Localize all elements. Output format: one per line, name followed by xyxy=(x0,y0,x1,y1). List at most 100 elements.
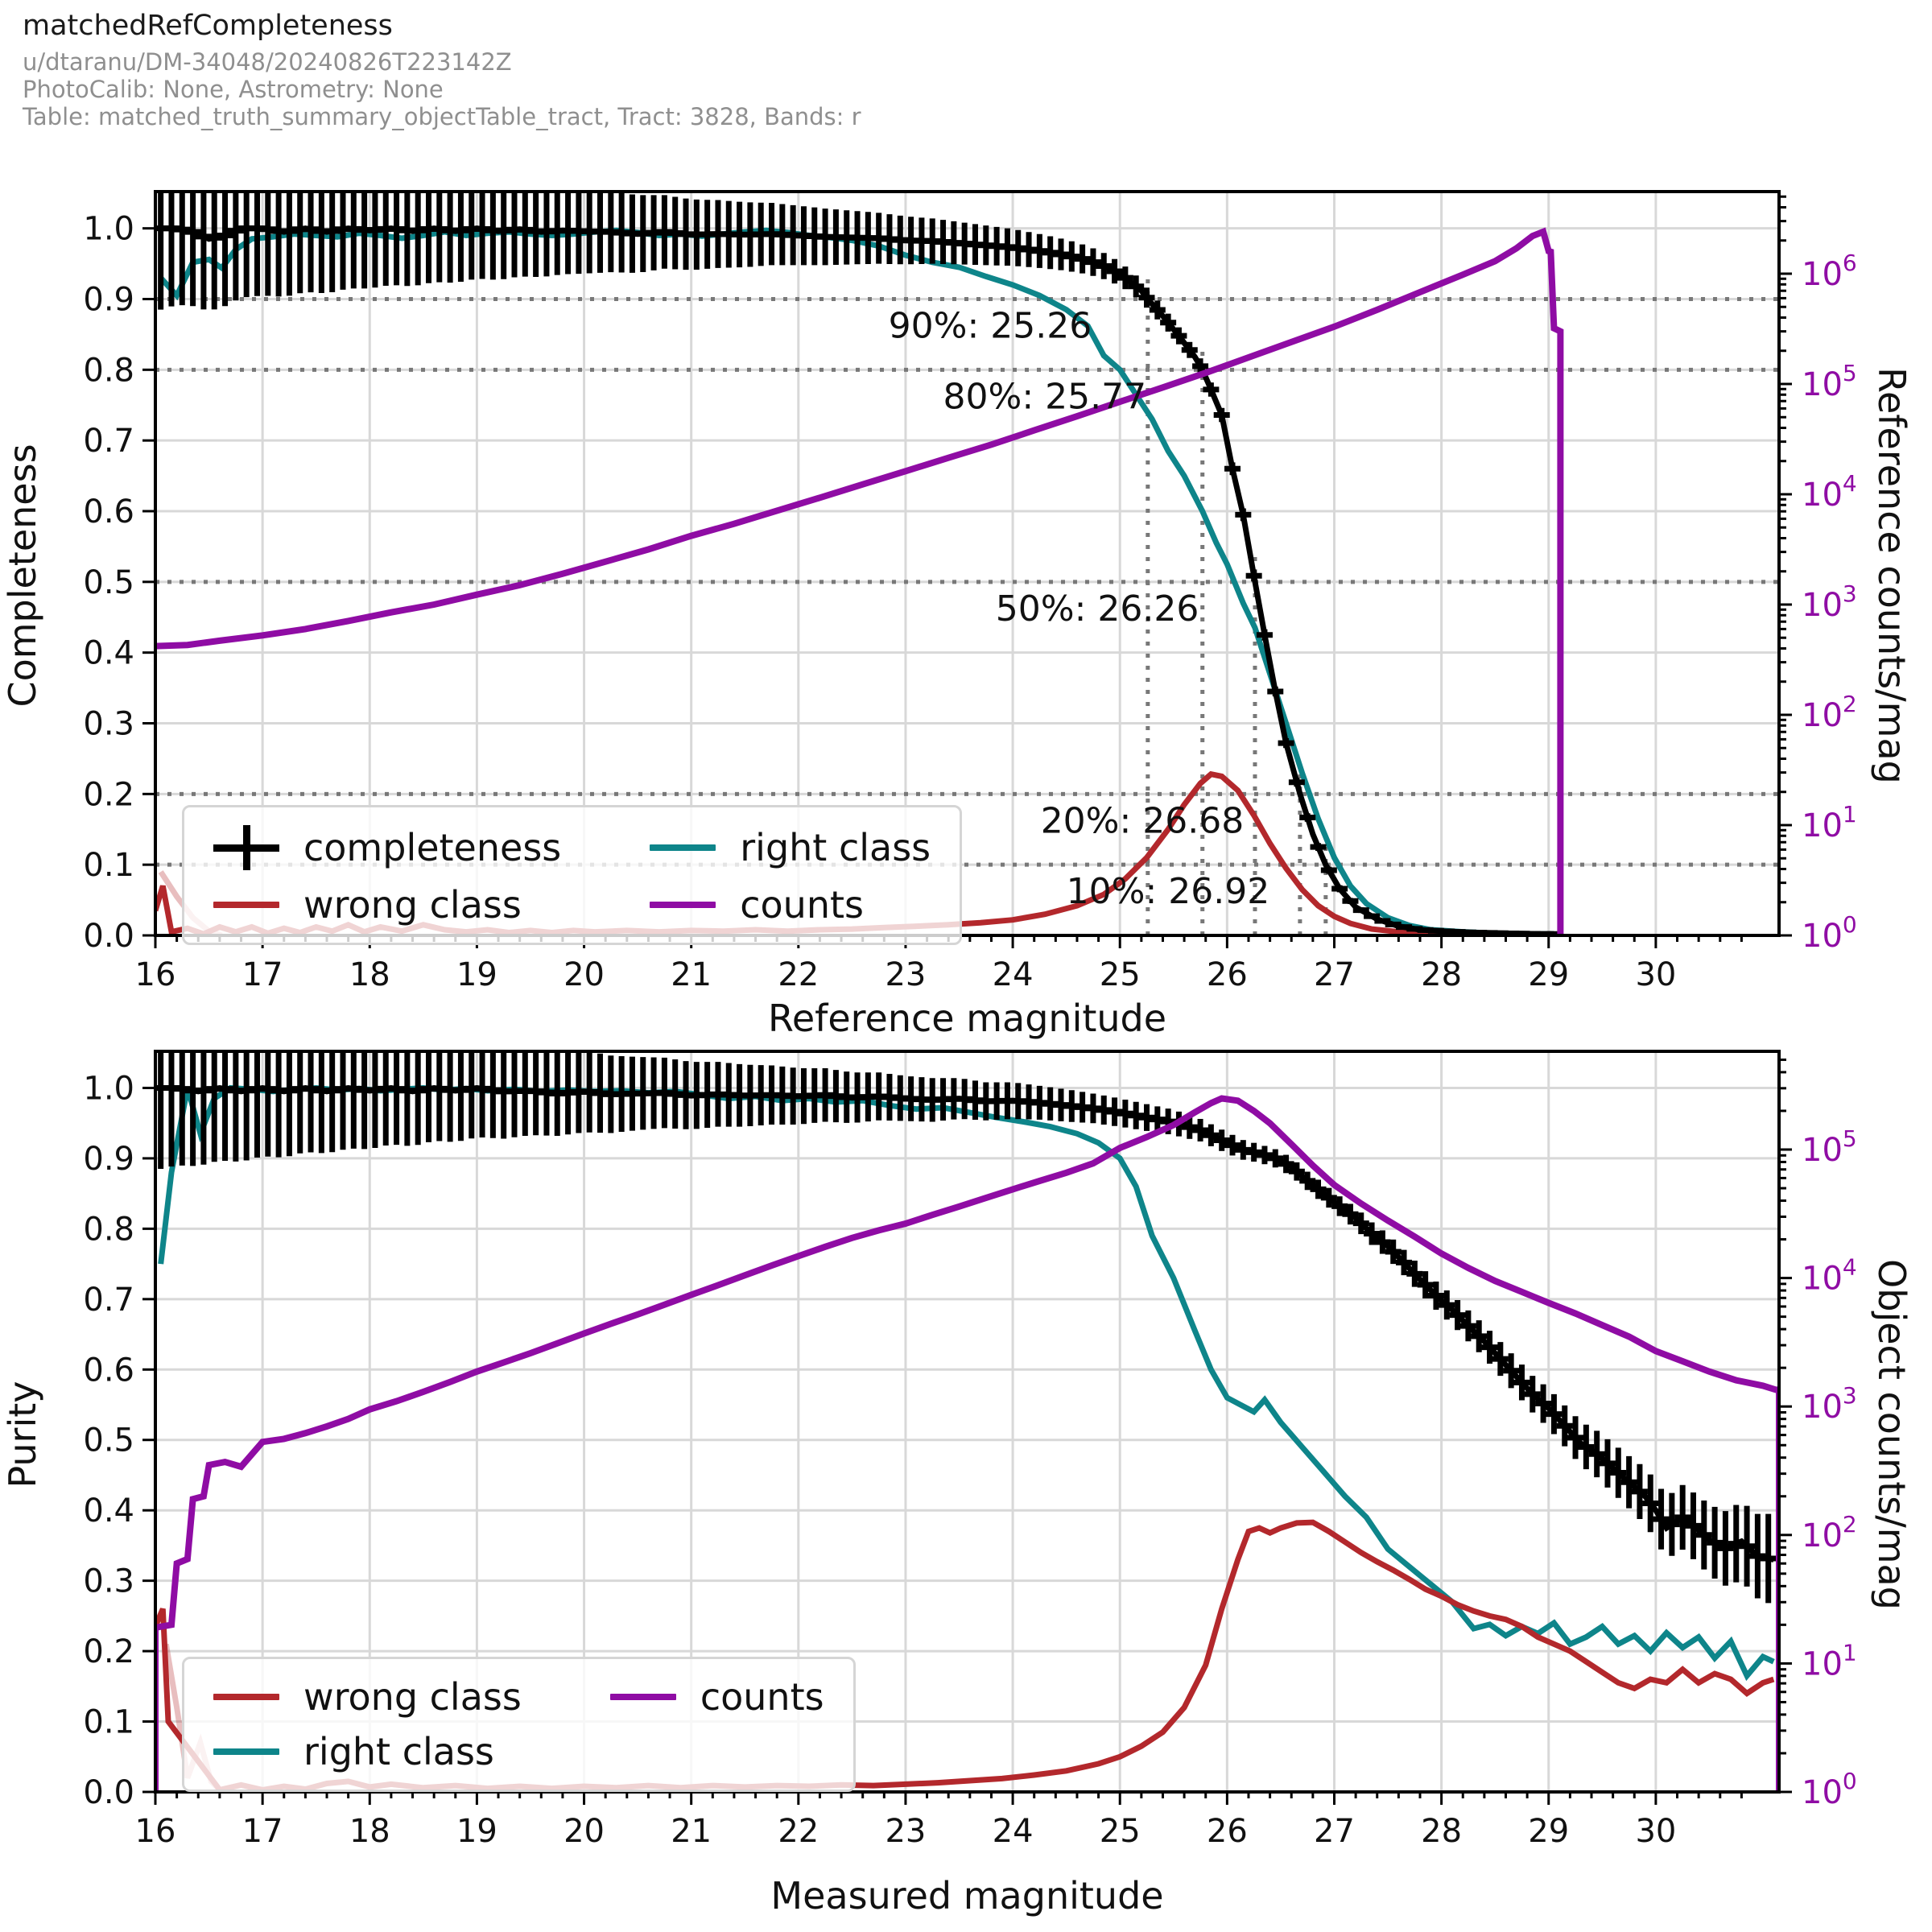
legend-item-right-class: right class xyxy=(213,1730,522,1773)
series-completeness-line xyxy=(160,225,1554,935)
x-tick-label: 18 xyxy=(349,956,390,993)
x-tick-label: 19 xyxy=(456,1813,497,1850)
series-counts xyxy=(155,1095,1779,1792)
legend-label: counts xyxy=(740,883,864,927)
y-tick-label: 0.7 xyxy=(83,423,134,460)
x-tick-label: 27 xyxy=(1314,956,1355,993)
series-group xyxy=(155,1051,1779,1792)
legend-label: wrong class xyxy=(303,883,522,927)
y-tick-label: 0.5 xyxy=(83,564,134,601)
right-tick-label: 104 xyxy=(1802,470,1857,514)
right-tick-label: 105 xyxy=(1802,1125,1857,1169)
y-tick-label: 0.8 xyxy=(83,1211,134,1248)
y-tick-label: 0.6 xyxy=(83,1352,134,1389)
x-tick-label: 29 xyxy=(1528,956,1569,993)
right-axis-label-reference-counts: Reference counts/mag xyxy=(1870,367,1913,784)
axis-ticks xyxy=(142,1058,1792,1805)
y-tick-label: 1.0 xyxy=(83,211,134,248)
y-tick-label: 0.6 xyxy=(83,493,134,530)
x-axis-label-measured-magnitude: Measured magnitude xyxy=(770,1874,1164,1918)
x-tick-label: 27 xyxy=(1314,1813,1355,1850)
series-counts xyxy=(155,227,1564,935)
plot-border xyxy=(154,1050,1781,1794)
x-tick-label: 25 xyxy=(1100,956,1141,993)
legend-item-wrong-class: wrong class xyxy=(213,1675,522,1719)
y-tick-label: 0.3 xyxy=(83,1563,134,1600)
x-tick-label: 23 xyxy=(885,956,926,993)
wrong-class-line-icon xyxy=(213,1694,279,1700)
y-tick-label: 0.3 xyxy=(83,706,134,743)
y-axis-label-purity: Purity xyxy=(1,1381,44,1488)
wrong-class-line-icon xyxy=(213,902,279,908)
y-tick-label: 0.1 xyxy=(83,847,134,884)
completeness-plot: 90%: 25.26 80%: 25.77 50%: 26.26 20%: 26.68… xyxy=(83,190,1857,993)
right-tick-label: 106 xyxy=(1802,250,1857,293)
legend-item-completeness: completeness xyxy=(213,824,561,872)
x-tick-label: 25 xyxy=(1100,1813,1141,1850)
right-tick-label: 104 xyxy=(1802,1254,1857,1298)
y-tick-label: 0.2 xyxy=(83,776,134,813)
calib-text: PhotoCalib: None, Astrometry: None xyxy=(23,76,444,103)
x-tick-label: 22 xyxy=(778,956,819,993)
completeness-legend: completeness right class wrong class cou… xyxy=(182,805,963,945)
legend-item-counts: counts xyxy=(650,883,931,927)
series-purity-line xyxy=(160,1084,1775,1563)
right-axis-label-object-counts: Object counts/mag xyxy=(1870,1259,1913,1610)
plot-border xyxy=(154,190,1781,937)
legend-item-wrong-class: wrong class xyxy=(213,883,561,927)
y-tick-label: 0.5 xyxy=(83,1422,134,1459)
right-tick-label: 101 xyxy=(1802,1639,1857,1682)
y-tick-label: 0.4 xyxy=(83,635,134,672)
y-tick-label: 0.9 xyxy=(83,1141,134,1178)
x-tick-label: 28 xyxy=(1421,1813,1462,1850)
right-tick-label: 100 xyxy=(1802,911,1857,955)
counts-line-icon xyxy=(609,1694,676,1700)
right-class-line-icon xyxy=(213,1748,279,1755)
right-tick-label: 101 xyxy=(1802,801,1857,844)
threshold-annotation: 50%: 26.26 xyxy=(996,588,1199,630)
legend-label: counts xyxy=(700,1675,824,1719)
right-tick-label: 103 xyxy=(1802,1382,1857,1426)
y-tick-label: 0.9 xyxy=(83,282,134,319)
y-tick-label: 0.1 xyxy=(83,1704,134,1741)
x-tick-label: 17 xyxy=(242,1813,283,1850)
right-tick-label: 103 xyxy=(1802,580,1857,624)
completeness-marker-icon xyxy=(213,824,279,872)
right-tick-label: 102 xyxy=(1802,691,1857,734)
legend-label: right class xyxy=(740,826,931,869)
x-tick-label: 19 xyxy=(456,956,497,993)
x-tick-label: 16 xyxy=(135,956,176,993)
y-tick-label: 0.8 xyxy=(83,352,134,389)
purity-legend: wrong class counts right class xyxy=(182,1657,856,1792)
y-tick-label: 1.0 xyxy=(83,1070,134,1107)
purity-plot: 16 17 18 19 20 21 22 23 24 25 26 27 28 29 30 0.0 0.1 0.2 0… xyxy=(83,1050,1857,1850)
right-tick-label: 102 xyxy=(1802,1511,1857,1554)
y-tick-label: 0.0 xyxy=(83,1774,134,1811)
x-tick-label: 30 xyxy=(1635,1813,1676,1850)
x-axis-label-reference-magnitude: Reference magnitude xyxy=(767,997,1167,1040)
x-tick-label: 24 xyxy=(993,956,1034,993)
legend-label: completeness xyxy=(303,826,562,869)
counts-line-icon xyxy=(650,902,716,908)
threshold-annotation: 80%: 25.77 xyxy=(943,376,1147,417)
threshold-annotation: 90%: 25.26 xyxy=(889,306,1092,347)
x-tick-label: 21 xyxy=(671,956,712,993)
x-tick-label: 24 xyxy=(993,1813,1034,1850)
x-tick-label: 29 xyxy=(1528,1813,1569,1850)
run-id-text: u/dtaranu/DM-34048/20240826T223142Z xyxy=(23,48,512,76)
legend-label: wrong class xyxy=(303,1675,522,1719)
x-tick-label: 28 xyxy=(1421,956,1462,993)
x-tick-label: 18 xyxy=(349,1813,390,1850)
x-tick-label: 20 xyxy=(564,1813,605,1850)
x-tick-label: 26 xyxy=(1207,1813,1248,1850)
right-tick-label: 105 xyxy=(1802,360,1857,403)
threshold-annotation: 20%: 26.68 xyxy=(1041,800,1245,841)
threshold-annotation: 10%: 26.92 xyxy=(1067,871,1270,912)
y-tick-label: 0.7 xyxy=(83,1282,134,1319)
y-tick-label: 0.4 xyxy=(83,1492,134,1530)
legend-label: right class xyxy=(303,1730,494,1773)
right-tick-label: 100 xyxy=(1802,1768,1857,1811)
x-tick-label: 17 xyxy=(242,956,283,993)
x-tick-label: 21 xyxy=(671,1813,712,1850)
